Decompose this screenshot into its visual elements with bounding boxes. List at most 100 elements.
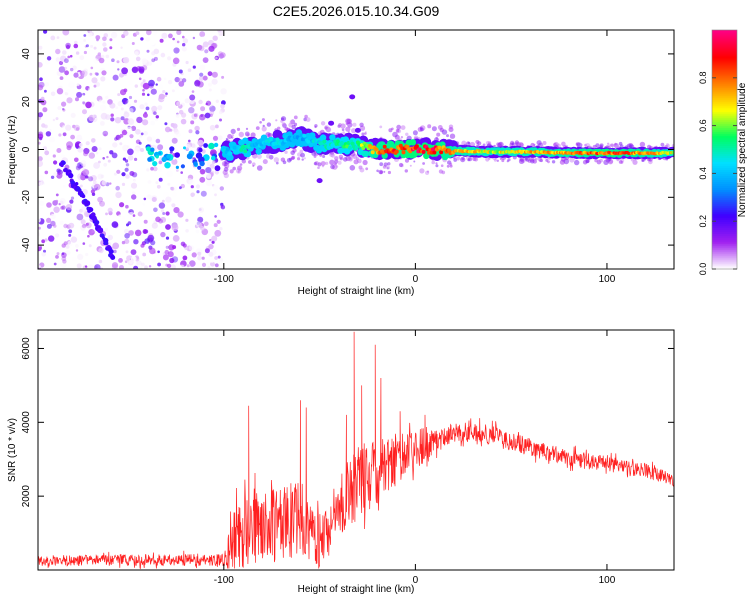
noise-dot bbox=[151, 105, 158, 112]
halo-dot bbox=[456, 156, 460, 161]
noise-dot bbox=[87, 234, 90, 238]
noise-dot bbox=[187, 68, 192, 72]
noise-dot bbox=[176, 101, 182, 107]
halo-dot bbox=[301, 158, 304, 161]
halo-dot bbox=[266, 122, 272, 127]
noise-dot bbox=[128, 95, 133, 100]
noise-dot bbox=[205, 100, 212, 106]
noise-dot bbox=[188, 245, 195, 251]
colorbar-cell bbox=[712, 93, 737, 97]
trace-blob bbox=[214, 165, 221, 172]
snr-ylabel: SNR (10 * v/v) bbox=[7, 418, 18, 482]
noise-dot bbox=[38, 84, 44, 91]
noise-dot bbox=[120, 116, 125, 121]
halo-dot bbox=[496, 159, 499, 162]
noise-dot bbox=[79, 137, 84, 142]
halo-dot bbox=[284, 126, 289, 131]
noise-dot bbox=[157, 262, 162, 267]
noise-dot bbox=[81, 94, 85, 98]
noise-dot bbox=[175, 48, 180, 53]
noise-dot bbox=[81, 70, 88, 77]
noise-dot bbox=[157, 105, 163, 111]
noise-dot bbox=[85, 222, 89, 226]
noise-dot bbox=[219, 118, 222, 122]
halo-dot bbox=[353, 159, 359, 165]
noise-dot bbox=[119, 72, 124, 78]
noise-dot bbox=[75, 97, 79, 102]
noise-dot bbox=[113, 249, 117, 254]
noise-dot bbox=[79, 208, 83, 213]
noise-dot bbox=[194, 80, 201, 87]
noise-dot bbox=[199, 168, 206, 175]
noise-dot bbox=[208, 243, 214, 250]
halo-dot bbox=[392, 131, 398, 138]
noise-dot bbox=[93, 183, 101, 191]
noise-dot bbox=[162, 254, 169, 261]
noise-dot bbox=[197, 251, 202, 256]
noise-dot bbox=[66, 145, 72, 151]
halo-dot bbox=[362, 159, 368, 166]
noise-dot bbox=[147, 93, 150, 97]
noise-dot bbox=[212, 135, 219, 141]
noise-dot bbox=[38, 265, 41, 269]
snr-frame bbox=[37, 329, 675, 571]
noise-dot bbox=[209, 124, 216, 131]
halo-dot bbox=[580, 143, 583, 146]
colorbar-cell bbox=[712, 129, 737, 133]
halo-dot bbox=[427, 124, 432, 129]
colorbar-cell bbox=[712, 53, 737, 57]
halo-dot bbox=[405, 132, 409, 136]
noise-dot bbox=[130, 182, 138, 189]
noise-dot bbox=[122, 157, 126, 161]
noise-dot bbox=[84, 265, 88, 268]
snr-series-line bbox=[38, 331, 674, 570]
noise-dot bbox=[133, 265, 139, 269]
colorbar-cell bbox=[712, 127, 737, 131]
noise-dot bbox=[141, 262, 145, 267]
halo-dot bbox=[345, 126, 351, 132]
noise-dot bbox=[99, 104, 107, 111]
side-blob bbox=[328, 120, 335, 126]
trace-cell bbox=[306, 139, 311, 144]
noise-dot bbox=[121, 67, 128, 75]
noise-dot bbox=[194, 125, 200, 132]
x-tick-label: 0 bbox=[413, 274, 419, 285]
spectrogram-xlabel: Height of straight line (km) bbox=[298, 286, 415, 297]
noise-dot bbox=[142, 229, 148, 234]
colorbar-cell bbox=[712, 37, 737, 41]
noise-dot bbox=[75, 51, 80, 55]
noise-dot bbox=[70, 112, 76, 118]
noise-dot bbox=[219, 186, 224, 191]
colorbar-cell bbox=[712, 227, 737, 230]
noise-dot bbox=[135, 31, 140, 35]
noise-dot bbox=[185, 229, 189, 233]
noise-dot bbox=[126, 126, 133, 133]
noise-dot bbox=[98, 259, 103, 264]
noise-dot bbox=[208, 45, 215, 52]
noise-dot bbox=[195, 229, 200, 234]
noise-dot bbox=[185, 92, 190, 96]
noise-dot bbox=[164, 122, 168, 126]
noise-dot bbox=[110, 117, 115, 122]
diagonal-dot bbox=[88, 207, 94, 213]
noise-dot bbox=[172, 57, 180, 65]
noise-dot bbox=[151, 258, 157, 263]
noise-dot bbox=[178, 81, 185, 87]
noise-dot bbox=[180, 118, 187, 125]
colorbar-cell bbox=[712, 225, 737, 228]
noise-dot bbox=[179, 264, 185, 269]
noise-dot bbox=[208, 82, 212, 87]
noise-dot bbox=[114, 99, 118, 103]
noise-dot bbox=[83, 236, 90, 243]
trace-blob bbox=[145, 146, 151, 152]
colorbar-cell bbox=[712, 41, 737, 45]
colorbar-cell bbox=[712, 135, 737, 139]
noise-dot bbox=[140, 132, 144, 136]
colorbar-tick-label: 0.8 bbox=[698, 72, 708, 85]
noise-dot bbox=[173, 207, 180, 214]
noise-dot bbox=[82, 101, 85, 105]
trace-cell bbox=[227, 154, 234, 161]
noise-dot bbox=[85, 101, 92, 109]
noise-dot bbox=[168, 33, 173, 39]
noise-dot bbox=[125, 163, 130, 167]
